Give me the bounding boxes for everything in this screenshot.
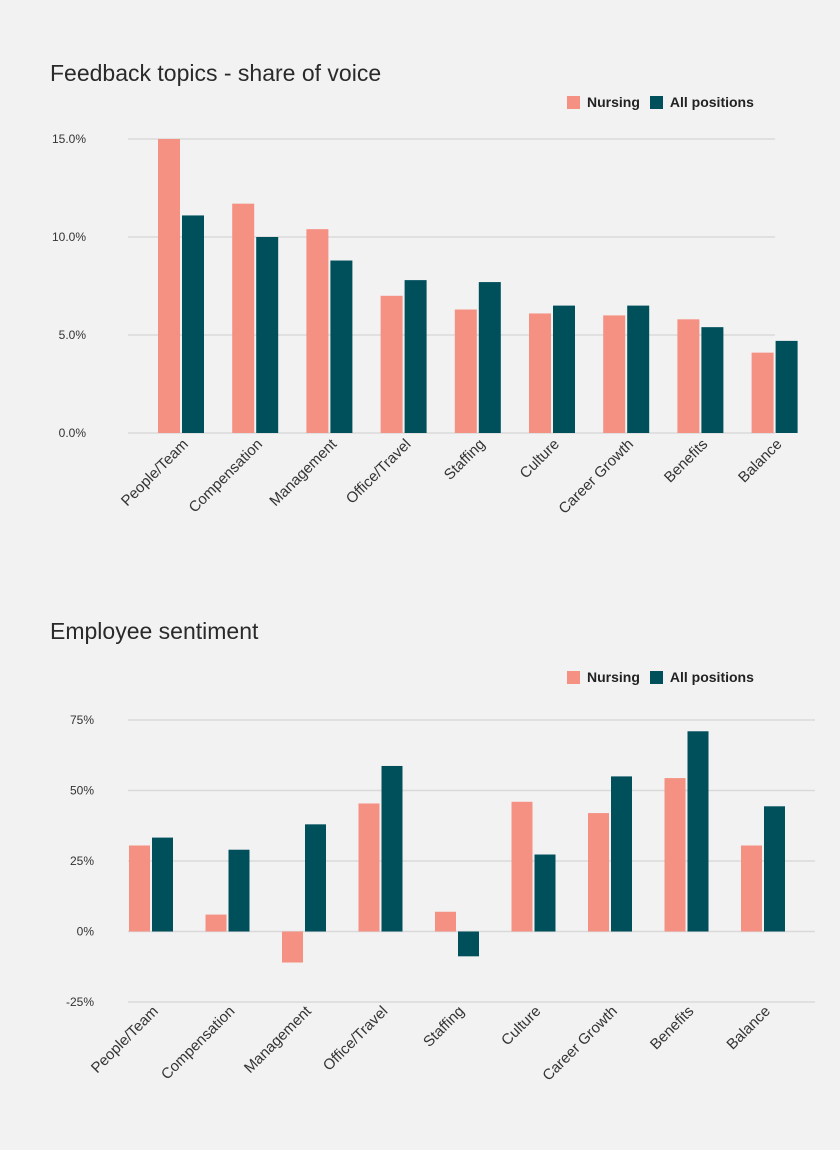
x-tick-label: Staffing <box>420 1003 468 1051</box>
bar-all-positions <box>553 305 575 433</box>
bar-nursing <box>435 911 456 932</box>
x-tick-label: People/Team <box>88 1003 162 1077</box>
chart1-svg: 0.0%5.0%10.0%15.0%People/TeamCompensatio… <box>52 132 798 517</box>
x-tick-label: Office/Travel <box>320 1003 392 1075</box>
y-tick-label: 0% <box>77 925 95 939</box>
bar-all-positions <box>381 765 403 932</box>
x-tick-label: Balance <box>723 1003 773 1053</box>
bar-nursing <box>205 914 227 932</box>
bar-nursing <box>158 139 180 433</box>
legend-swatch-all-positions <box>649 95 663 109</box>
bar-all-positions <box>627 305 650 433</box>
x-tick-label: Management <box>241 1002 316 1077</box>
legend-swatch-nursing <box>567 95 580 109</box>
legend-label-all-positions: All positions <box>669 94 754 110</box>
legend-label-nursing: Nursing <box>587 94 640 110</box>
bar-all-positions <box>305 824 326 932</box>
bar-all-positions <box>152 837 173 932</box>
bar-nursing <box>454 309 477 433</box>
bar-all-positions <box>182 215 204 433</box>
legend-label-all-positions: All positions <box>669 669 754 685</box>
bar-all-positions <box>534 854 556 932</box>
chart2-legend: Nursing All positions <box>567 669 764 685</box>
bar-all-positions <box>404 280 427 433</box>
y-tick-label: 5.0% <box>59 328 87 342</box>
bar-all-positions <box>687 731 709 932</box>
y-tick-label: 25% <box>70 854 94 868</box>
legend-swatch-all-positions <box>649 670 663 684</box>
y-tick-label: 50% <box>70 784 94 798</box>
bar-nursing <box>282 931 303 963</box>
bar-nursing <box>603 315 626 433</box>
chart2-title: Employee sentiment <box>50 618 259 644</box>
bar-all-positions <box>611 776 632 932</box>
bar-all-positions <box>775 340 798 433</box>
y-tick-label: 75% <box>70 713 94 727</box>
y-tick-label: 15.0% <box>52 132 86 146</box>
bar-all-positions <box>256 237 279 433</box>
bar-nursing <box>511 801 533 932</box>
bar-all-positions <box>228 849 250 932</box>
y-tick-label: 0.0% <box>59 426 87 440</box>
chart1-title: Feedback topics - share of voice <box>50 60 382 86</box>
x-tick-label: Benefits <box>647 1003 697 1053</box>
bar-nursing <box>380 295 403 433</box>
bar-nursing <box>358 803 380 932</box>
bar-nursing <box>664 778 686 932</box>
bar-nursing <box>751 352 774 433</box>
bar-all-positions <box>764 806 785 932</box>
y-tick-label: -25% <box>66 995 94 1009</box>
bar-nursing <box>129 845 150 932</box>
legend-swatch-nursing <box>567 670 580 684</box>
x-tick-label: Career Growth <box>539 1003 621 1085</box>
chart1-legend: Nursing All positions <box>567 94 764 110</box>
bar-nursing <box>677 319 700 433</box>
bar-all-positions <box>330 260 353 433</box>
bar-nursing <box>741 845 762 932</box>
x-tick-label: Compensation <box>158 1003 238 1083</box>
bar-nursing <box>588 813 609 932</box>
bar-nursing <box>232 203 255 433</box>
bar-all-positions <box>478 282 501 433</box>
bar-all-positions <box>458 931 479 957</box>
x-tick-label: Culture <box>498 1003 544 1049</box>
bar-all-positions <box>701 327 724 433</box>
bar-nursing <box>306 229 329 433</box>
bar-nursing <box>529 313 551 433</box>
y-tick-label: 10.0% <box>52 230 86 244</box>
legend-label-nursing: Nursing <box>587 669 640 685</box>
